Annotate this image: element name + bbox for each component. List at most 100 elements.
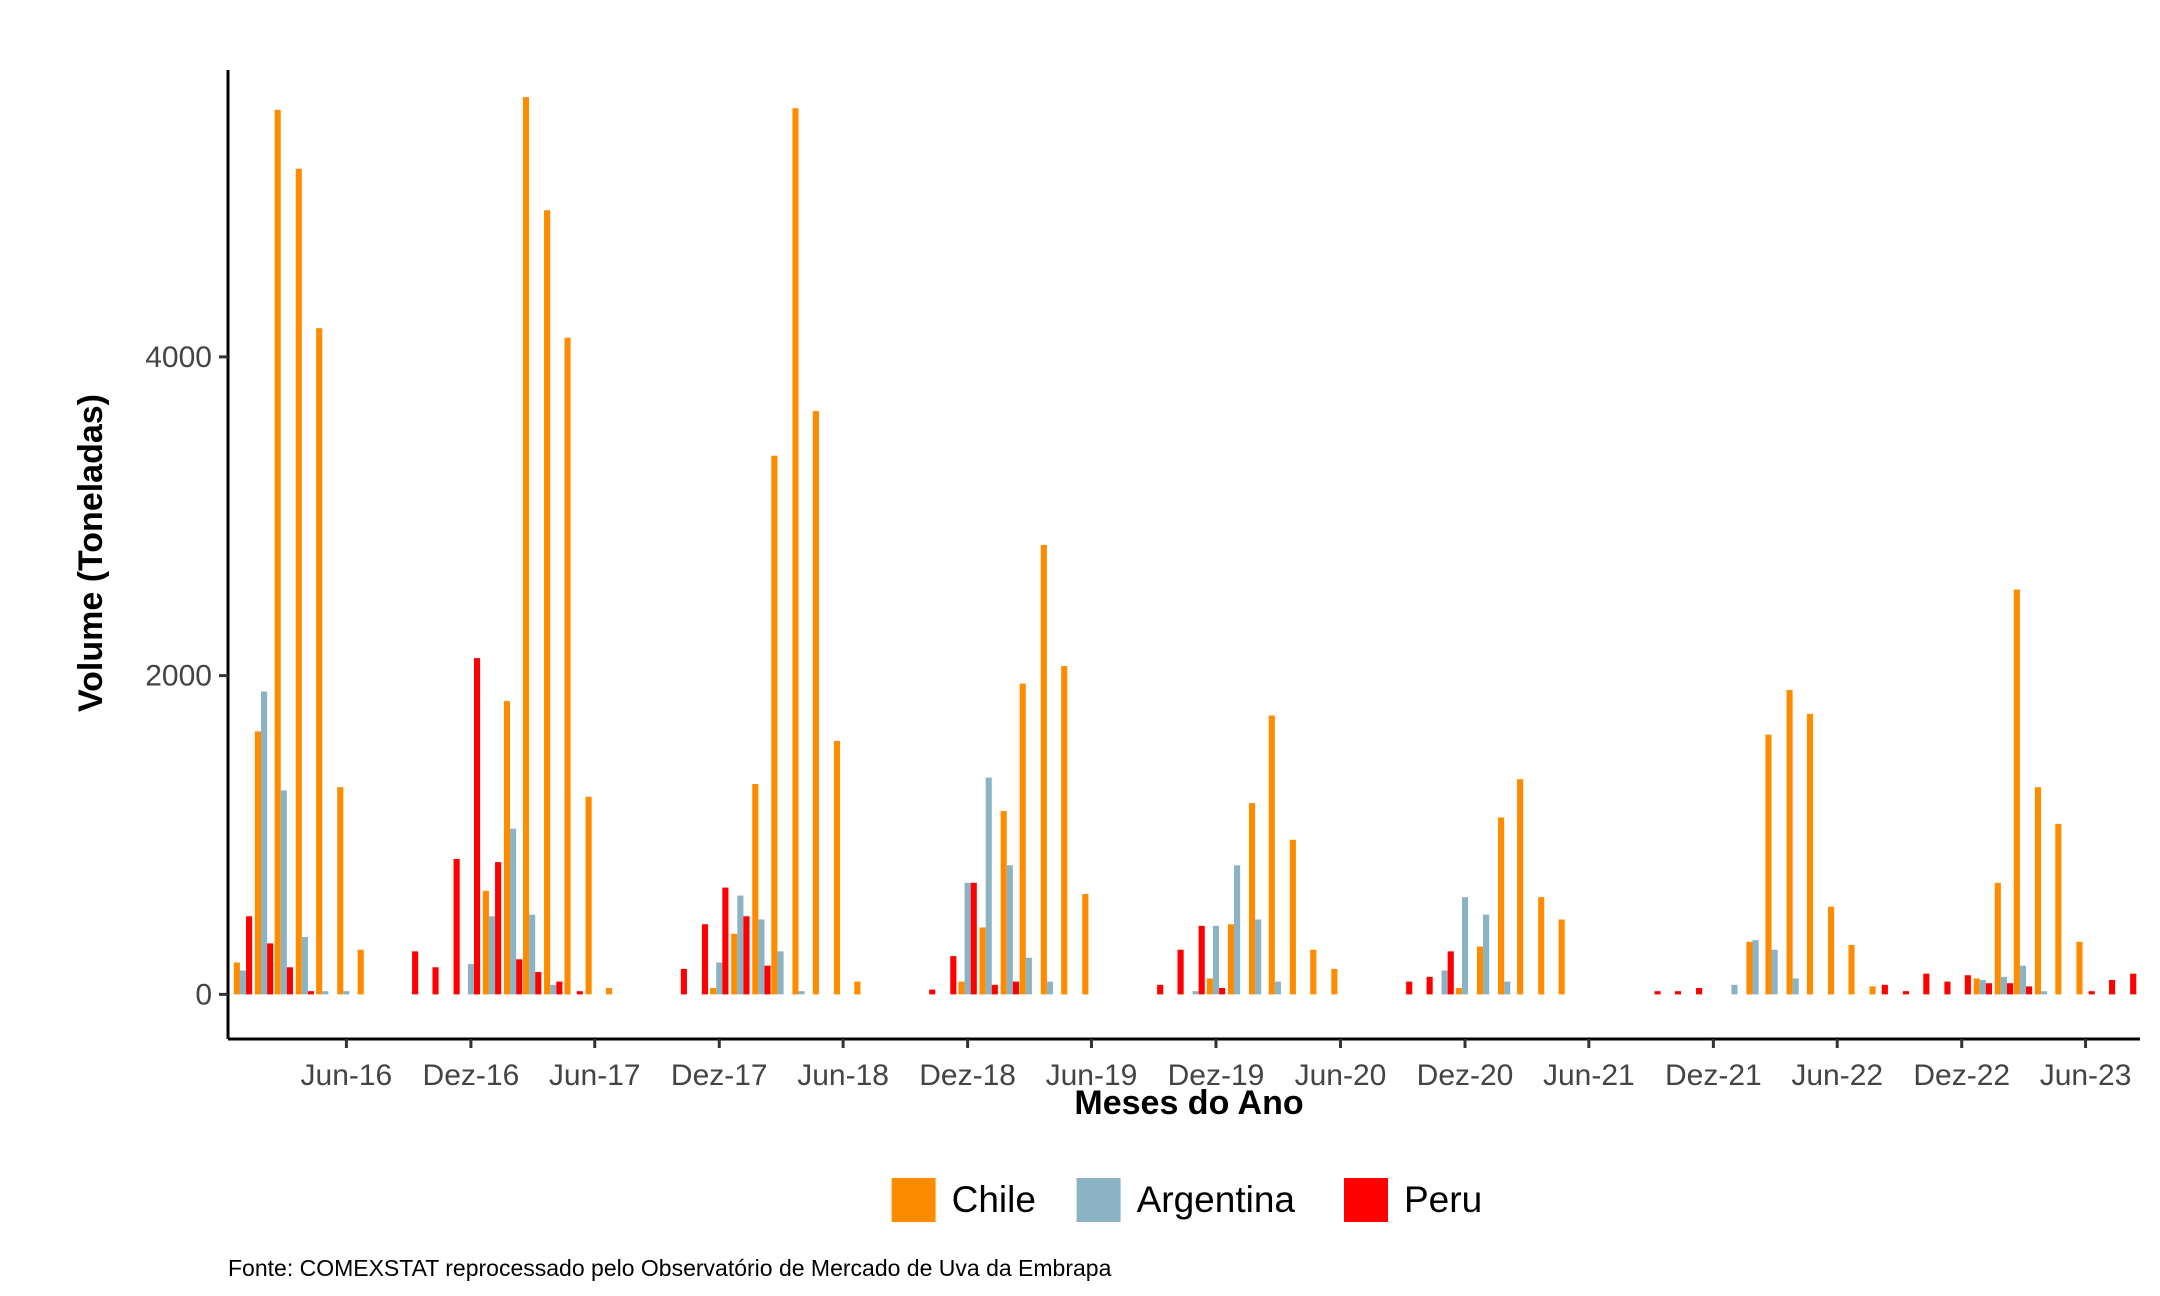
bar-peru [1923, 973, 1930, 995]
bar-argentina [1979, 980, 1986, 995]
bar-chile [979, 927, 986, 995]
x-tick-label: Dez-22 [1913, 1059, 2010, 1092]
bar-argentina [510, 828, 517, 995]
bar-peru [453, 858, 460, 995]
x-tick-label: Jun-18 [797, 1059, 889, 1092]
bar-argentina [2040, 991, 2048, 995]
bar-argentina [1025, 957, 1032, 995]
bar-peru [535, 972, 542, 995]
bar-argentina [1192, 991, 1199, 995]
bar-argentina [1504, 981, 1511, 995]
bar-peru [970, 882, 977, 995]
bar-chile [1973, 978, 1980, 995]
bar-peru [2088, 991, 2095, 995]
bar-argentina [964, 882, 971, 995]
bar-chile [731, 933, 738, 995]
bar-peru [473, 658, 481, 995]
bar-chile [1517, 779, 1524, 995]
bar-argentina [1731, 984, 1738, 995]
legend-label-argentina: Argentina [1137, 1179, 1296, 1220]
bar-argentina [2019, 965, 2027, 995]
bar-argentina [301, 937, 308, 995]
x-tick-label: Dez-20 [1417, 1059, 1514, 1092]
bar-chile [357, 949, 364, 995]
bar-chile [316, 328, 323, 995]
bar-peru [412, 951, 419, 995]
bar-chile [1848, 944, 1855, 995]
bar-chile [1869, 986, 1876, 995]
bar-chile [1206, 978, 1213, 995]
y-axis-title: Volume (Toneladas) [72, 394, 110, 712]
bar-chile [1558, 919, 1565, 995]
bar-peru [1674, 991, 1682, 995]
bar-peru [743, 916, 750, 995]
bar-argentina [758, 919, 765, 995]
x-tick-label: Jun-22 [1791, 1059, 1883, 1092]
bar-argentina [1483, 914, 1490, 995]
bar-chile [2013, 589, 2020, 995]
bar-argentina [1461, 897, 1469, 995]
bar-peru [1696, 988, 1703, 995]
legend-label-peru: Peru [1404, 1179, 1482, 1220]
legend: Chile Argentina Peru [891, 1178, 1482, 1222]
legend-swatch-chile [891, 1178, 936, 1222]
bar-argentina [467, 964, 474, 995]
x-axis: Jun-16 Dez-16 Jun-17 Dez-17 Jun-18 Dez-18 Jun-… [228, 1037, 2140, 1092]
bar-peru [432, 967, 439, 995]
bar-chile [833, 740, 841, 995]
bar-argentina [1255, 919, 1262, 995]
bar-chile [1476, 946, 1484, 995]
bar-peru [764, 965, 771, 995]
bar-chile [295, 168, 302, 995]
bar-chile [2034, 787, 2041, 995]
x-tick-label: Dez-17 [671, 1059, 768, 1092]
bar-chile [233, 962, 240, 995]
bar-peru [950, 956, 957, 995]
y-tick-label: 0 [195, 978, 212, 1011]
bar-peru [1198, 925, 1205, 995]
bar-peru [1447, 951, 1454, 995]
bar-chile [958, 981, 965, 995]
bar-argentina [322, 991, 329, 995]
bar-argentina [1234, 865, 1241, 995]
bar-chile [585, 796, 592, 995]
bar-argentina [343, 991, 350, 995]
bar-chile [254, 731, 262, 995]
bar-peru [2006, 983, 2014, 995]
bar-chile [1331, 968, 1338, 995]
bar-peru [516, 959, 523, 995]
bar-chile [1248, 803, 1256, 995]
x-axis-title: Meses do Ano [1074, 1084, 1303, 1122]
bar-chile [1061, 666, 1068, 995]
bar-chile [1498, 817, 1505, 995]
bar-chile [1019, 683, 1026, 995]
bar-peru [286, 967, 293, 995]
bar-chile [2076, 941, 2083, 995]
bar-chile [564, 337, 571, 995]
bar-chile [771, 455, 778, 995]
bar-peru [991, 984, 998, 995]
y-tick-label: 2000 [145, 660, 212, 693]
bar-peru [1964, 975, 1971, 995]
bar-peru [1406, 981, 1413, 995]
bar-chile [1268, 715, 1275, 995]
bar-argentina [1046, 981, 1054, 995]
x-tick-label: Jun-21 [1543, 1059, 1635, 1092]
bar-peru [1985, 983, 1993, 995]
y-tick-label: 4000 [145, 341, 212, 374]
source-caption: Fonte: COMEXSTAT reprocessado pelo Obser… [228, 1255, 1112, 1281]
bar-chile [522, 97, 530, 995]
x-tick-label: Jun-19 [1046, 1059, 1138, 1092]
bar-peru [2026, 986, 2033, 995]
bar-peru [556, 981, 563, 995]
legend-swatch-peru [1344, 1178, 1388, 1222]
bars-layer [233, 97, 2137, 995]
bar-chile [1000, 811, 1007, 995]
x-tick-label: Jun-16 [301, 1059, 393, 1092]
y-axis: 0 2000 4000 [145, 70, 230, 1039]
bar-argentina [488, 916, 496, 995]
bar-chile [482, 890, 489, 995]
bar-peru [2109, 980, 2116, 995]
bar-peru [680, 968, 687, 995]
